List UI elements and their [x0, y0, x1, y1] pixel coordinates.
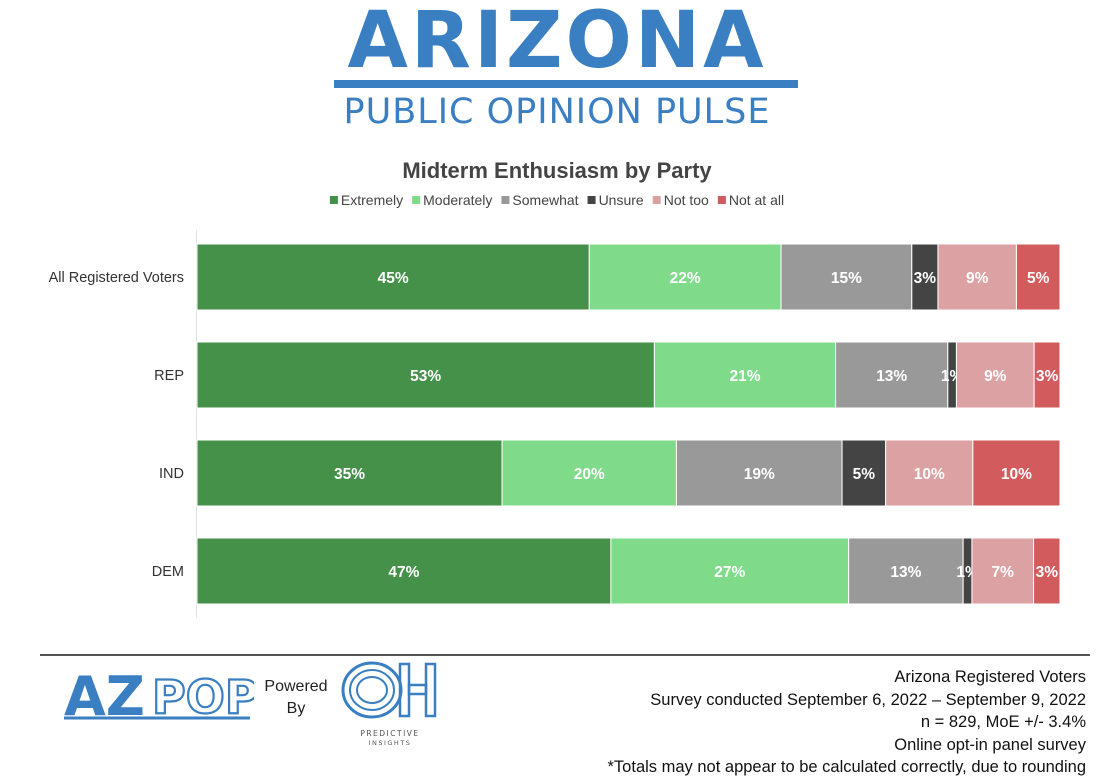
- bar-segment: [911, 243, 939, 311]
- data-label: 5%: [853, 466, 876, 483]
- bar-segment: [937, 243, 1017, 311]
- svg-text:AZ: AZ: [64, 668, 145, 720]
- bar-segment: [841, 439, 887, 507]
- legend-item: Unsure: [587, 192, 644, 208]
- data-label: 27%: [714, 564, 745, 581]
- legend-label: Somewhat: [512, 192, 578, 208]
- data-label: 10%: [914, 466, 945, 483]
- data-label: 3%: [1036, 564, 1059, 581]
- svg-text:PREDICTIVE: PREDICTIVE: [360, 729, 419, 738]
- survey-line-sample: n = 829, MoE +/- 3.4%: [920, 713, 1086, 731]
- legend-swatch: [329, 196, 338, 204]
- bar-segment: [501, 439, 677, 507]
- legend-label: Moderately: [423, 192, 492, 208]
- powered-by-text: Powered By: [256, 676, 336, 720]
- bar-segment: [1033, 341, 1061, 409]
- data-label: 15%: [831, 270, 862, 287]
- bar-segment: [196, 439, 503, 507]
- legend-label: Extremely: [341, 192, 403, 208]
- survey-line-population: Arizona Registered Voters: [894, 668, 1086, 686]
- chart-title: Midterm Enthusiasm by Party: [402, 158, 712, 183]
- powered-by-line1: Powered: [264, 678, 328, 695]
- powered-by-line2: By: [286, 700, 306, 717]
- data-label: 3%: [914, 270, 937, 287]
- data-label: 13%: [890, 564, 921, 581]
- data-label: 9%: [984, 368, 1007, 385]
- data-label: 20%: [574, 466, 605, 483]
- data-label: 9%: [966, 270, 989, 287]
- legend-item: Extremely: [329, 192, 403, 208]
- brand-title: ARIZONA: [347, 0, 767, 86]
- bar-segment: [835, 341, 949, 409]
- data-label: 19%: [744, 466, 775, 483]
- data-label: 13%: [876, 368, 907, 385]
- oh-predictive-insights-logo: PREDICTIVE INSIGHTS: [338, 660, 442, 753]
- bar-segment: [848, 537, 964, 605]
- legend-label: Not too: [664, 192, 709, 208]
- data-label: 3%: [1036, 368, 1059, 385]
- bar-segment: [196, 537, 612, 605]
- data-label: 47%: [388, 564, 419, 581]
- survey-line-dates: Survey conducted September 6, 2022 – Sep…: [650, 690, 1086, 709]
- legend-swatch: [501, 196, 510, 204]
- legend-item: Moderately: [412, 192, 492, 208]
- legend-label: Not at all: [729, 192, 784, 208]
- bar-segment: [955, 341, 1035, 409]
- bar-segment: [610, 537, 850, 605]
- category-label: All Registered Voters: [49, 270, 184, 286]
- svg-text:INSIGHTS: INSIGHTS: [369, 739, 412, 747]
- bar-segment: [971, 537, 1035, 605]
- legend-item: Somewhat: [501, 192, 579, 208]
- legend-swatch: [652, 196, 661, 204]
- category-label: REP: [154, 368, 184, 384]
- bar-segment: [972, 439, 1061, 507]
- legend-label: Unsure: [599, 192, 644, 208]
- legend-swatch: [717, 196, 726, 204]
- bar-segment: [653, 341, 837, 409]
- category-label: IND: [159, 466, 184, 482]
- legend-swatch: [412, 196, 421, 204]
- data-label: 10%: [1001, 466, 1032, 483]
- chart-legend: Extremely Moderately Somewhat Unsure Not too…: [329, 192, 784, 208]
- data-label: 22%: [670, 270, 701, 287]
- data-label: 21%: [729, 368, 760, 385]
- data-label: 7%: [992, 564, 1015, 581]
- legend-item: Not at all: [717, 192, 784, 208]
- data-label: 35%: [334, 466, 365, 483]
- brand-divider: [334, 80, 798, 88]
- svg-text:POP: POP: [152, 670, 254, 720]
- survey-methodology: Arizona Registered Voters Survey conduct…: [608, 666, 1086, 779]
- bar-segment: [588, 243, 782, 311]
- data-label: 53%: [410, 368, 441, 385]
- bar-segment: [675, 439, 843, 507]
- bar-segment: [780, 243, 913, 311]
- azpop-logo: AZ POP: [64, 665, 260, 728]
- survey-line-method: Online opt-in panel survey: [894, 735, 1086, 754]
- survey-line-footnote: *Totals may not appear to be calculated …: [607, 758, 1086, 776]
- brand-subtitle: PUBLIC OPINION PULSE: [343, 92, 771, 132]
- bar-segment: [196, 341, 655, 409]
- data-label: 45%: [378, 270, 409, 287]
- bar-segment: [1033, 537, 1061, 605]
- bar-segment: [196, 243, 590, 311]
- footer-divider: [40, 654, 1090, 656]
- legend-item: Not too: [652, 192, 709, 208]
- category-label: DEM: [152, 564, 184, 580]
- bar-segment: [885, 439, 974, 507]
- data-label: 5%: [1027, 270, 1050, 287]
- bar-segment: [1015, 243, 1061, 311]
- stacked-bar-chart: Extremely Moderately Somewhat Unsure Not too…: [49, 192, 1061, 618]
- legend-swatch: [587, 196, 596, 204]
